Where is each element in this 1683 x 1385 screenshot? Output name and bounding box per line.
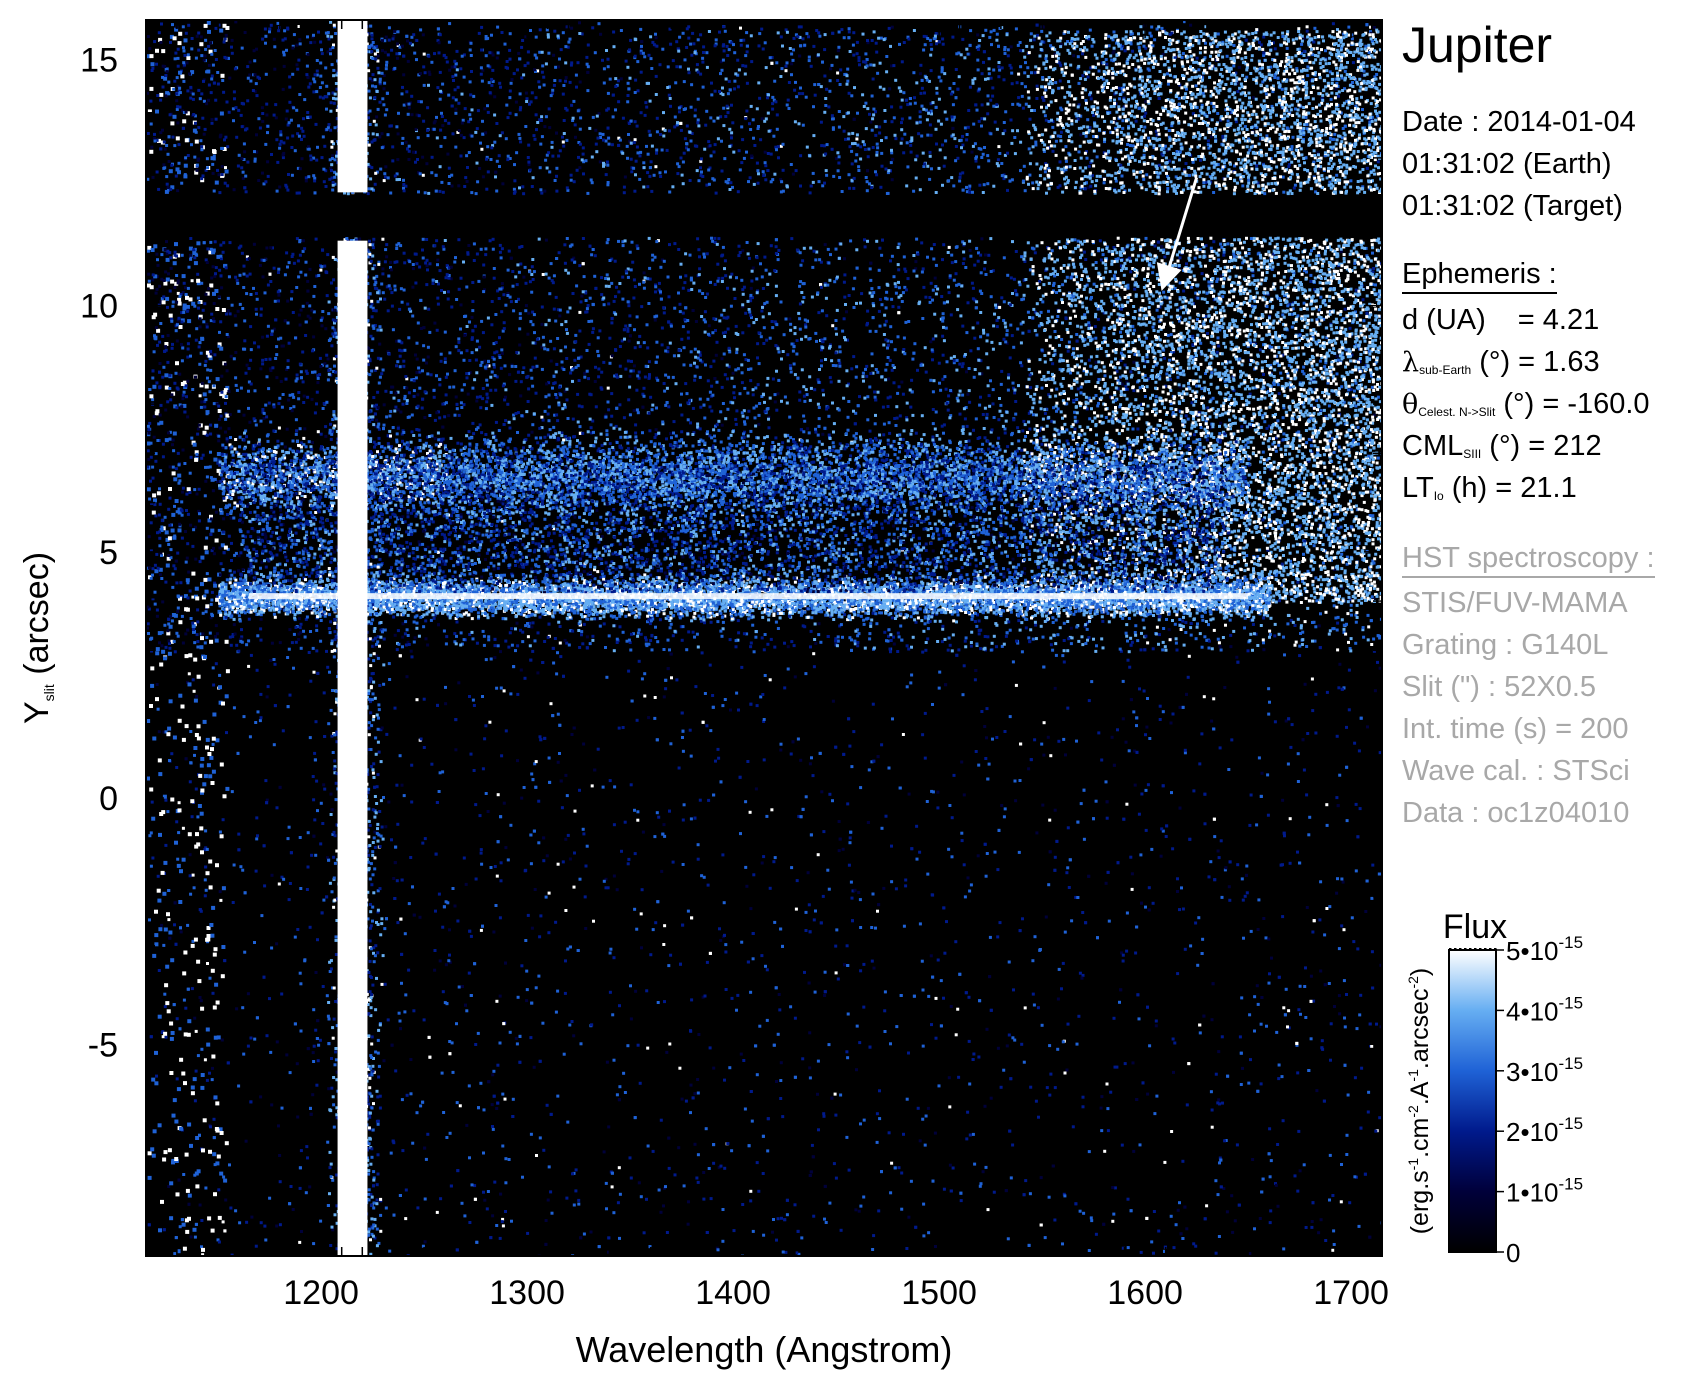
- colorbar-tick-label: 1•10-15: [1506, 1175, 1583, 1208]
- colorbar-top-dash: [1489, 948, 1492, 951]
- sub-earth-latitude-row: λsub-Earth (°) = 1.63: [1402, 348, 1600, 377]
- distance-value: = 4.21: [1518, 304, 1599, 336]
- data-id: Data : oc1z04010: [1402, 799, 1629, 828]
- theta-value: (°) = -160.0: [1495, 388, 1649, 420]
- cml-row: CMLSIII (°) = 212: [1402, 432, 1602, 461]
- colorbar-tick-label: 0: [1506, 1238, 1520, 1268]
- y-tick-label: -5: [88, 1026, 118, 1064]
- colorbar-title: Flux: [1443, 908, 1507, 946]
- colorbar-top-dash: [1474, 948, 1477, 951]
- integration-time: Int. time (s) = 200: [1402, 715, 1628, 744]
- slit-angle-row: θCelest. N->Slit (°) = -160.0: [1402, 390, 1650, 419]
- colorbar-tick-label: 5•10-15: [1506, 933, 1583, 966]
- ephemeris-header: Ephemeris :: [1402, 260, 1557, 294]
- lt-value: (h) = 21.1: [1444, 472, 1577, 504]
- x-tick-label: 1400: [695, 1274, 771, 1312]
- lt-label: LT: [1402, 472, 1434, 504]
- colorbar-top-dash: [1459, 948, 1462, 951]
- y-tick-label: 10: [80, 288, 118, 326]
- colorbar-top-dash: [1479, 948, 1482, 951]
- theta-symbol: θ: [1402, 389, 1418, 420]
- colorbar-tick-label: 2•10-15: [1506, 1114, 1583, 1147]
- y-tick-label: 0: [99, 780, 118, 818]
- time-target: 01:31:02 (Target): [1402, 192, 1623, 221]
- slit-size: Slit (") : 52X0.5: [1402, 673, 1596, 702]
- io-local-time-row: LTIo (h) = 21.1: [1402, 474, 1577, 503]
- lambda-subscript: sub-Earth: [1419, 363, 1471, 377]
- x-tick-label: 1700: [1313, 1274, 1389, 1312]
- cml-value: (°) = 212: [1481, 430, 1601, 462]
- cml-label: CML: [1402, 430, 1463, 462]
- colorbar-top-dash: [1469, 948, 1472, 951]
- y-tick-label: 15: [80, 41, 118, 79]
- y-axis-label: Yslit (arcsec): [18, 552, 57, 724]
- lambda-symbol: λ: [1402, 347, 1419, 378]
- colorbar-top-dash: [1464, 948, 1467, 951]
- target-name: Jupiter: [1402, 20, 1552, 70]
- instrument: STIS/FUV-MAMA: [1402, 589, 1628, 618]
- distance-row: d (UA) = 4.21: [1402, 306, 1599, 335]
- lt-subscript: Io: [1434, 489, 1444, 503]
- colorbar-top-dash: [1449, 948, 1452, 951]
- lambda-value: (°) = 1.63: [1471, 346, 1599, 378]
- observation-date: Date : 2014-01-04: [1402, 108, 1636, 137]
- colorbar-gradient: [1449, 950, 1496, 1252]
- colorbar-top-dash: [1484, 948, 1487, 951]
- grating: Grating : G140L: [1402, 631, 1608, 660]
- time-earth: 01:31:02 (Earth): [1402, 150, 1612, 179]
- colorbar-top-dash: [1454, 948, 1457, 951]
- x-tick-label: 1200: [283, 1274, 359, 1312]
- wavelength-calibration: Wave cal. : STSci: [1402, 757, 1630, 786]
- hst-header: HST spectroscopy :: [1402, 544, 1655, 578]
- colorbar-tick-label: 3•10-15: [1506, 1054, 1583, 1087]
- x-tick-label: 1600: [1107, 1274, 1183, 1312]
- x-axis-label: Wavelength (Angstrom): [576, 1329, 953, 1370]
- cml-subscript: SIII: [1463, 447, 1481, 461]
- lyman-alpha-line-lower: [338, 241, 368, 1256]
- hst-header-text: HST spectroscopy :: [1402, 544, 1655, 578]
- y-tick-label: 5: [99, 534, 118, 572]
- distance-label: d (UA): [1402, 304, 1486, 336]
- colorbar-units-label: (erg.s-1.cm-2.A-1.arcsec-2): [1405, 968, 1434, 1235]
- equatorial-band-core: [249, 593, 1248, 599]
- theta-subscript: Celest. N->Slit: [1418, 405, 1495, 419]
- colorbar-tick-label: 4•10-15: [1506, 993, 1583, 1026]
- x-tick-label: 1300: [489, 1274, 565, 1312]
- lyman-alpha-line-upper: [338, 20, 368, 192]
- ephemeris-header-text: Ephemeris :: [1402, 260, 1557, 294]
- x-tick-label: 1500: [901, 1274, 977, 1312]
- colorbar: Flux 0 1•10-15 2•10-15 3•10-15 4•10-15 5•10-15…: [1405, 908, 1583, 1268]
